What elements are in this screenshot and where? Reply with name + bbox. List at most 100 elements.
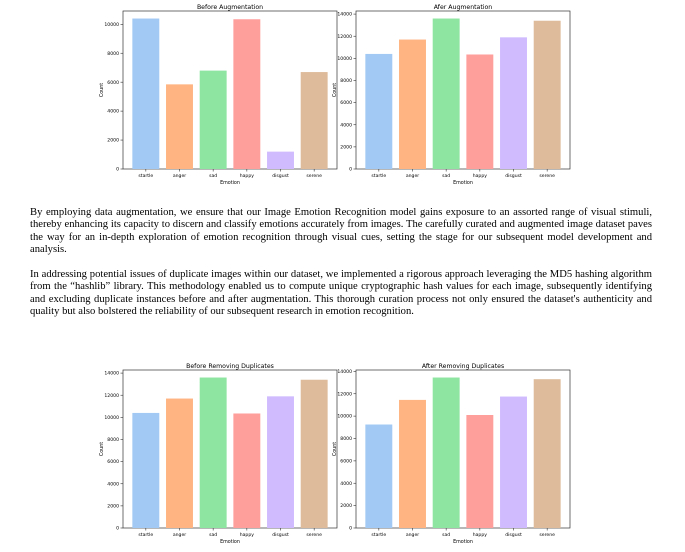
x-axis-label: Emotion: [453, 539, 473, 545]
y-tick-label: 14000: [337, 369, 352, 375]
y-tick-label: 0: [116, 167, 119, 173]
bar-anger: [399, 39, 426, 169]
chart-title: Afer Augmentation: [434, 4, 492, 11]
y-tick-label: 10000: [337, 56, 352, 62]
y-tick-label: 4000: [340, 122, 352, 128]
plot-frame: [122, 10, 338, 170]
x-tick-label: anger: [406, 173, 419, 179]
bar-startle: [132, 412, 160, 528]
bar-disgust: [267, 151, 294, 169]
y-tick-label: 6000: [340, 458, 352, 464]
x-tick-label: sad: [209, 173, 217, 179]
y-tick-label: 0: [116, 526, 119, 532]
x-tick-label: serene: [539, 532, 555, 538]
bar-serene: [533, 379, 561, 528]
y-tick-label: 8000: [107, 437, 119, 443]
x-tick-label: disgust: [272, 532, 289, 538]
bar-sad: [199, 70, 227, 169]
y-axis-label: Count: [332, 83, 338, 97]
bar-serene: [300, 379, 328, 528]
x-tick-label: disgust: [505, 532, 522, 538]
chart-title: Before Augmentation: [197, 4, 263, 11]
y-tick-label: 14000: [104, 371, 119, 377]
x-tick-label: happy: [240, 173, 255, 179]
x-tick-label: serene: [539, 173, 555, 179]
chart-before-removing-duplicates: Before Removing Duplicates 0 2000 4000 6000 8…: [97, 362, 343, 548]
bar-happy: [466, 54, 494, 169]
y-tick-label: 2000: [340, 503, 352, 509]
paragraph-data-augmentation: By employing data augmentation, we ensur…: [30, 207, 652, 256]
y-axis-label: Count: [332, 442, 338, 456]
bar-sad: [432, 377, 460, 528]
y-tick-label: 6000: [107, 80, 119, 86]
x-tick-label: startle: [371, 532, 386, 538]
bar-disgust: [500, 396, 527, 528]
y-tick-label: 8000: [340, 78, 352, 84]
x-tick-label: happy: [240, 532, 255, 538]
x-tick-label: disgust: [505, 173, 522, 179]
plot-frame: [355, 10, 571, 170]
x-tick-label: anger: [173, 532, 186, 538]
y-tick-label: 4000: [107, 481, 119, 487]
x-tick-label: serene: [306, 173, 322, 179]
y-tick-label: 4000: [340, 481, 352, 487]
bar-anger: [399, 399, 426, 528]
y-tick-label: 10000: [337, 414, 352, 420]
y-tick-label: 6000: [107, 459, 119, 465]
x-axis-label: Emotion: [220, 539, 240, 545]
y-tick-label: 10000: [104, 415, 119, 421]
x-tick-label: happy: [473, 173, 488, 179]
plot-frame: [355, 369, 571, 529]
bar-sad: [432, 18, 460, 170]
bar-anger: [166, 398, 193, 528]
bar-sad: [199, 377, 227, 528]
x-tick-label: anger: [173, 173, 186, 179]
x-tick-label: startle: [371, 173, 386, 179]
y-tick-label: 0: [349, 526, 352, 532]
chart-after-removing-duplicates: After Removing Duplicates 0 2000 4000 6000 80…: [330, 362, 576, 548]
bar-startle: [132, 18, 160, 170]
bar-happy: [466, 414, 494, 528]
y-tick-label: 6000: [340, 100, 352, 106]
bar-disgust: [500, 37, 527, 170]
x-tick-label: sad: [442, 532, 450, 538]
y-tick-label: 10000: [104, 22, 119, 28]
chart-after-augmentation: Afer Augmentation 0 2000 4000 6000 8000 10000 1…: [330, 3, 576, 189]
x-tick-label: happy: [473, 532, 488, 538]
y-tick-label: 8000: [107, 51, 119, 57]
chart-title: Before Removing Duplicates: [186, 363, 274, 370]
x-tick-label: startle: [138, 173, 153, 179]
y-tick-label: 0: [349, 167, 352, 173]
x-tick-label: sad: [209, 532, 217, 538]
y-tick-label: 8000: [340, 436, 352, 442]
chart-before-augmentation: Before Augmentation 0 2000 4000 6000 8000 1000…: [97, 3, 343, 189]
x-tick-label: serene: [306, 532, 322, 538]
bar-happy: [233, 19, 261, 169]
chart-title: After Removing Duplicates: [422, 363, 504, 370]
x-axis-label: Emotion: [453, 180, 473, 186]
y-tick-label: 2000: [107, 503, 119, 509]
y-tick-label: 4000: [107, 109, 119, 115]
bar-startle: [365, 53, 393, 169]
x-tick-label: sad: [442, 173, 450, 179]
y-tick-label: 2000: [107, 138, 119, 144]
plot-frame: [122, 369, 338, 529]
x-axis-label: Emotion: [220, 180, 240, 186]
bar-startle: [365, 424, 393, 528]
y-tick-label: 2000: [340, 144, 352, 150]
y-axis-label: Count: [99, 442, 105, 456]
y-tick-label: 12000: [337, 391, 352, 397]
paragraph-duplicate-removal: In addressing potential issues of duplic…: [30, 269, 652, 318]
x-tick-label: anger: [406, 532, 419, 538]
x-tick-label: disgust: [272, 173, 289, 179]
bar-serene: [533, 20, 561, 169]
bar-anger: [166, 84, 193, 169]
x-tick-label: startle: [138, 532, 153, 538]
bar-disgust: [267, 396, 294, 528]
bar-serene: [300, 72, 328, 169]
y-tick-label: 12000: [337, 34, 352, 40]
y-tick-label: 14000: [337, 12, 352, 18]
y-axis-label: Count: [99, 83, 105, 97]
y-tick-label: 12000: [104, 393, 119, 399]
bar-happy: [233, 413, 261, 528]
